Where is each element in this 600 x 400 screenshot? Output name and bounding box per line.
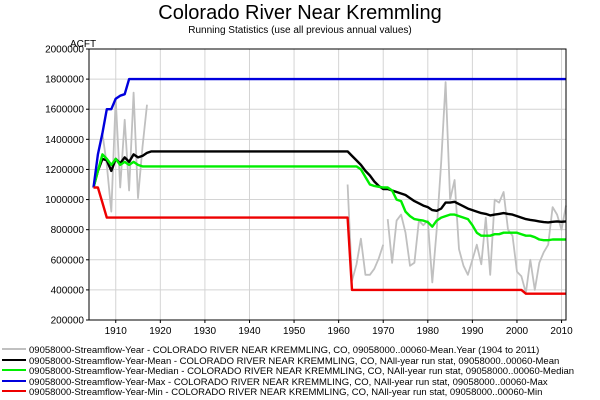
series-0-line (346, 184, 385, 282)
chart-svg: 200000 400000 600000 800000 1000000 1200000 14… (45, 39, 573, 338)
series-4-group (93, 186, 566, 295)
legend-item: 09058000-Streamflow-Year-Median - COLORA… (2, 367, 600, 377)
x-tick-label: 1980 (417, 326, 440, 337)
chart-title: Colorado River Near Kremmling (158, 2, 442, 24)
legend-label: 09058000-Streamflow-Year-Min - COLORADO … (29, 388, 543, 398)
legend-label: 09058000-Streamflow-Year-Mean - COLORADO… (29, 356, 560, 367)
series-0-group (92, 81, 567, 294)
x-tick-label: 1970 (372, 326, 395, 337)
series-1-group (92, 150, 567, 224)
legend-item: 09058000-Streamflow-Year - COLORADO RIVE… (2, 346, 600, 356)
x-tick-label: 1950 (283, 326, 306, 337)
y-tick-label: 1800000 (45, 75, 84, 86)
x-tick-label: 2010 (550, 326, 573, 337)
legend-swatch (2, 348, 26, 351)
plot-frame (88, 48, 567, 321)
legend-label: 09058000-Streamflow-Year - COLORADO RIVE… (29, 346, 540, 356)
y-tick-label: 1400000 (45, 135, 84, 146)
legend-swatch (2, 369, 26, 372)
legend-item: 09058000-Streamflow-Year-Min - COLORADO … (2, 388, 600, 398)
y-tick-label: 2000000 (45, 45, 84, 56)
y-tick-label: 400000 (51, 285, 85, 296)
series-4-line (93, 186, 566, 295)
series-layer (92, 77, 567, 295)
series-1-line (92, 150, 567, 224)
legend-swatch (2, 390, 26, 393)
grid-layer (89, 48, 566, 321)
series-0-line (386, 81, 567, 294)
legend-swatch (2, 358, 26, 361)
y-tick-label: 800000 (51, 225, 85, 236)
y-tick-label: 600000 (51, 255, 85, 266)
y-tick-label: 200000 (51, 316, 85, 327)
legend-swatch (2, 379, 26, 382)
x-tick-label: 1910 (105, 326, 128, 337)
x-tick-label: 1960 (328, 326, 351, 337)
y-tick-label: 1200000 (45, 165, 84, 176)
chart-subtitle: Running Statistics (use all previous ann… (188, 25, 412, 36)
y-tick-label: 1000000 (45, 195, 84, 206)
series-3-line (92, 77, 566, 188)
legend: 09058000-Streamflow-Year - COLORADO RIVE… (0, 346, 600, 400)
x-tick-label: 1930 (194, 326, 217, 337)
legend-item: 09058000-Streamflow-Year-Mean - COLORADO… (2, 357, 600, 367)
x-tick-label: 1940 (238, 326, 261, 337)
legend-item: 09058000-Streamflow-Year-Max - COLORADO … (2, 378, 600, 388)
x-tick-label: 1920 (149, 326, 172, 337)
series-3-group (92, 77, 566, 188)
y-axis-unit: ACFT (70, 39, 96, 50)
series-2-line (92, 153, 566, 242)
x-tick-label: 1990 (461, 326, 484, 337)
legend-label: 09058000-Streamflow-Year-Max - COLORADO … (29, 377, 548, 388)
x-tick-label: 2000 (506, 326, 529, 337)
legend-label: 09058000-Streamflow-Year-Median - COLORA… (29, 367, 575, 377)
tick-layer: 200000 400000 600000 800000 1000000 1200000 14… (45, 45, 573, 338)
series-2-group (92, 153, 566, 242)
series-0-line (92, 91, 148, 213)
y-tick-label: 1600000 (45, 105, 84, 116)
